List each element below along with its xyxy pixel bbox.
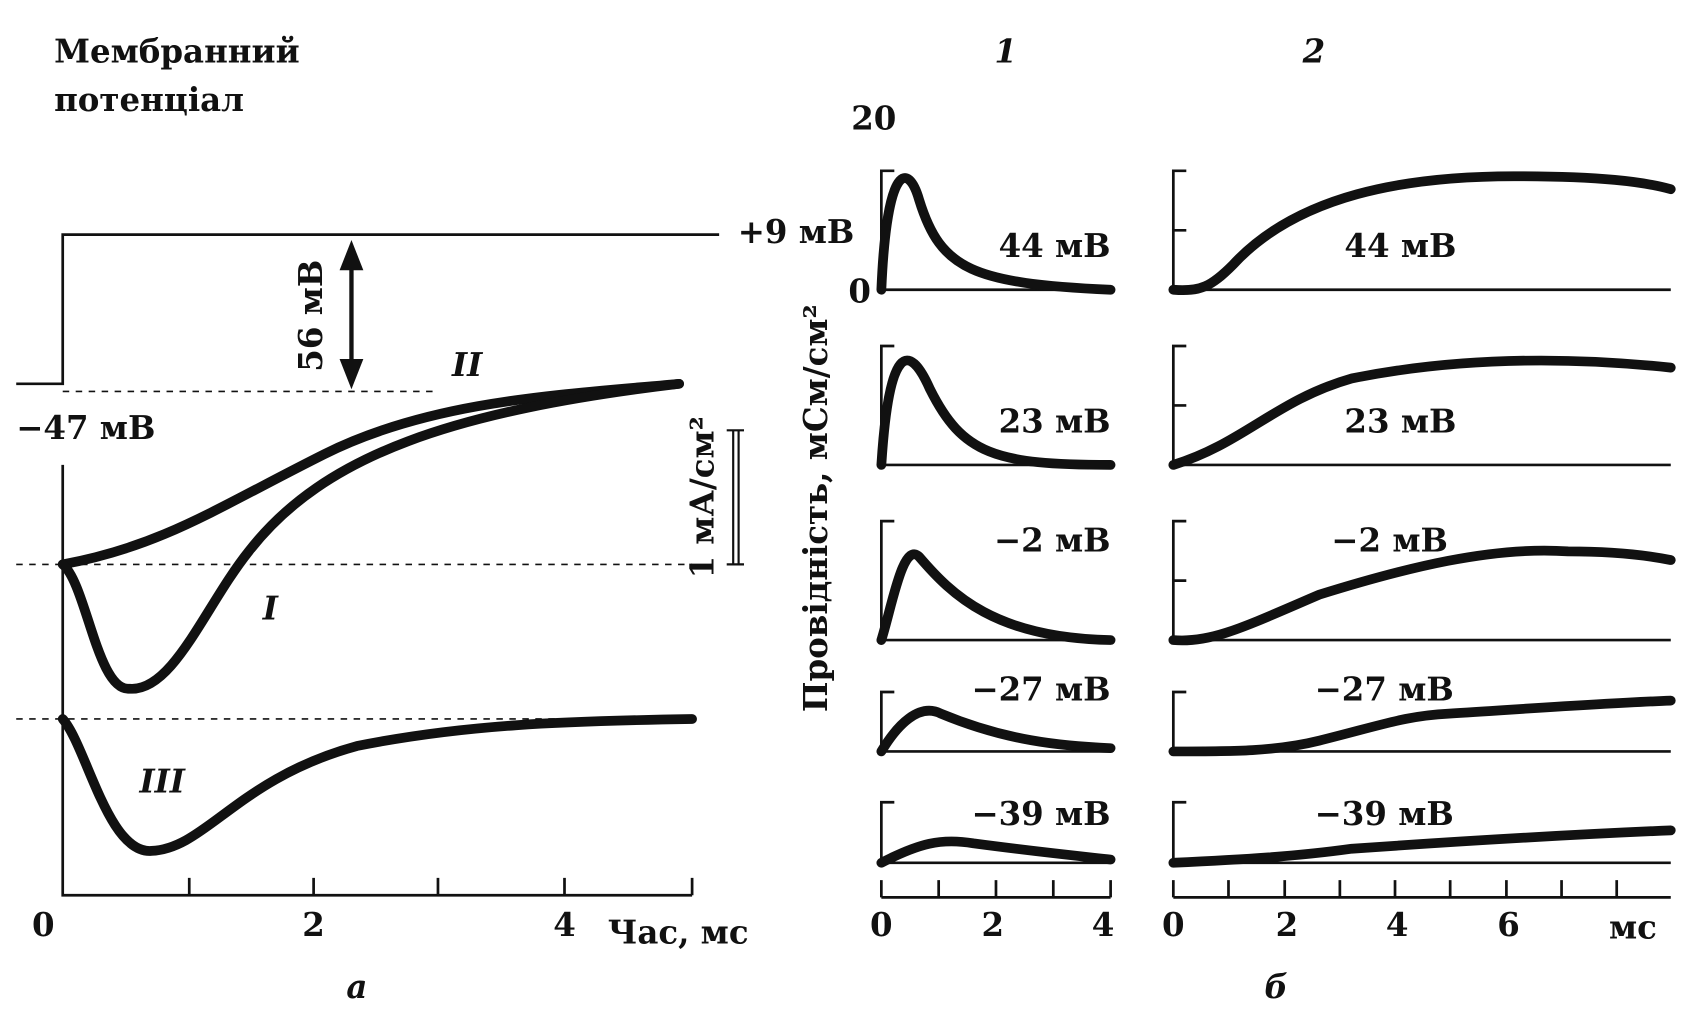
curve-label: II — [451, 346, 483, 384]
row-label: 23 мВ — [1344, 402, 1456, 440]
panel-b: Провідність, мСм/см² 20 0 44 мВ 23 мВ −2… — [797, 100, 1676, 1006]
row-label: 44 мВ — [999, 227, 1111, 265]
column-label: 1 — [994, 33, 1017, 71]
curve — [57, 714, 697, 856]
x-tick-label: 6 — [1497, 906, 1520, 944]
row-label: −39 мВ — [971, 795, 1110, 833]
row-label: −39 мВ — [1315, 795, 1454, 833]
curve — [1168, 171, 1676, 296]
scale-bar — [726, 429, 745, 566]
x-tick-label: 2 — [981, 906, 1004, 944]
row-label: −27 мВ — [1315, 670, 1454, 708]
curve — [57, 378, 684, 694]
caption: а — [346, 968, 367, 1006]
curve — [1168, 695, 1676, 757]
curve — [1168, 355, 1676, 470]
curve — [1168, 545, 1676, 646]
curve — [876, 173, 1116, 295]
row-label: −2 мВ — [1331, 521, 1448, 559]
x-axis — [1171, 880, 1671, 899]
axes — [61, 464, 693, 897]
y-min: 0 — [848, 273, 871, 311]
step-label: +9 мВ — [738, 213, 855, 251]
panel-a: +9 мВ 56 мВ II −47 мВ 0 2 4 Час, мс а I … — [16, 213, 854, 1006]
rest-label: −47 мВ — [16, 409, 155, 447]
x-tick-label: 4 — [553, 906, 576, 944]
scale-label: 1 мА/см² — [684, 416, 722, 578]
curve-label: I — [262, 589, 279, 627]
curve-label: III — [138, 762, 185, 800]
row-label: −27 мВ — [971, 670, 1110, 708]
x-tick-label: 0 — [1162, 906, 1185, 944]
curve — [876, 355, 1116, 470]
arrow-head — [339, 240, 364, 271]
curve — [876, 705, 1116, 757]
x-tick-label: 4 — [1386, 906, 1409, 944]
ticks — [187, 877, 694, 896]
x-label: Час, мс — [608, 914, 749, 952]
x-unit: мс — [1609, 908, 1657, 946]
caption: б — [1264, 968, 1287, 1006]
row-label: 23 мВ — [999, 402, 1111, 440]
x-tick-label: 2 — [1276, 906, 1299, 944]
x-axis — [879, 880, 1112, 899]
x-tick-label: 2 — [302, 906, 325, 944]
x-tick-label: 4 — [1092, 906, 1115, 944]
curve — [1168, 825, 1676, 868]
x-tick-label: 0 — [32, 906, 55, 944]
y-label: Провідність, мСм/см² — [797, 304, 835, 712]
y-max: 20 — [851, 100, 896, 138]
axes — [1171, 169, 1671, 865]
curve — [57, 378, 684, 570]
title-line: Мембранний — [54, 33, 300, 71]
column-label: 2 — [1302, 33, 1326, 71]
curve — [876, 549, 1116, 645]
arrow-head — [339, 358, 364, 390]
voltage-step — [16, 233, 720, 386]
step-size: 56 мВ — [292, 260, 330, 372]
x-tick-label: 0 — [870, 906, 893, 944]
title-line: потенціал — [54, 81, 244, 119]
curve — [876, 836, 1116, 868]
row-label: 44 мВ — [1344, 227, 1456, 265]
row-label: −2 мВ — [994, 521, 1111, 559]
